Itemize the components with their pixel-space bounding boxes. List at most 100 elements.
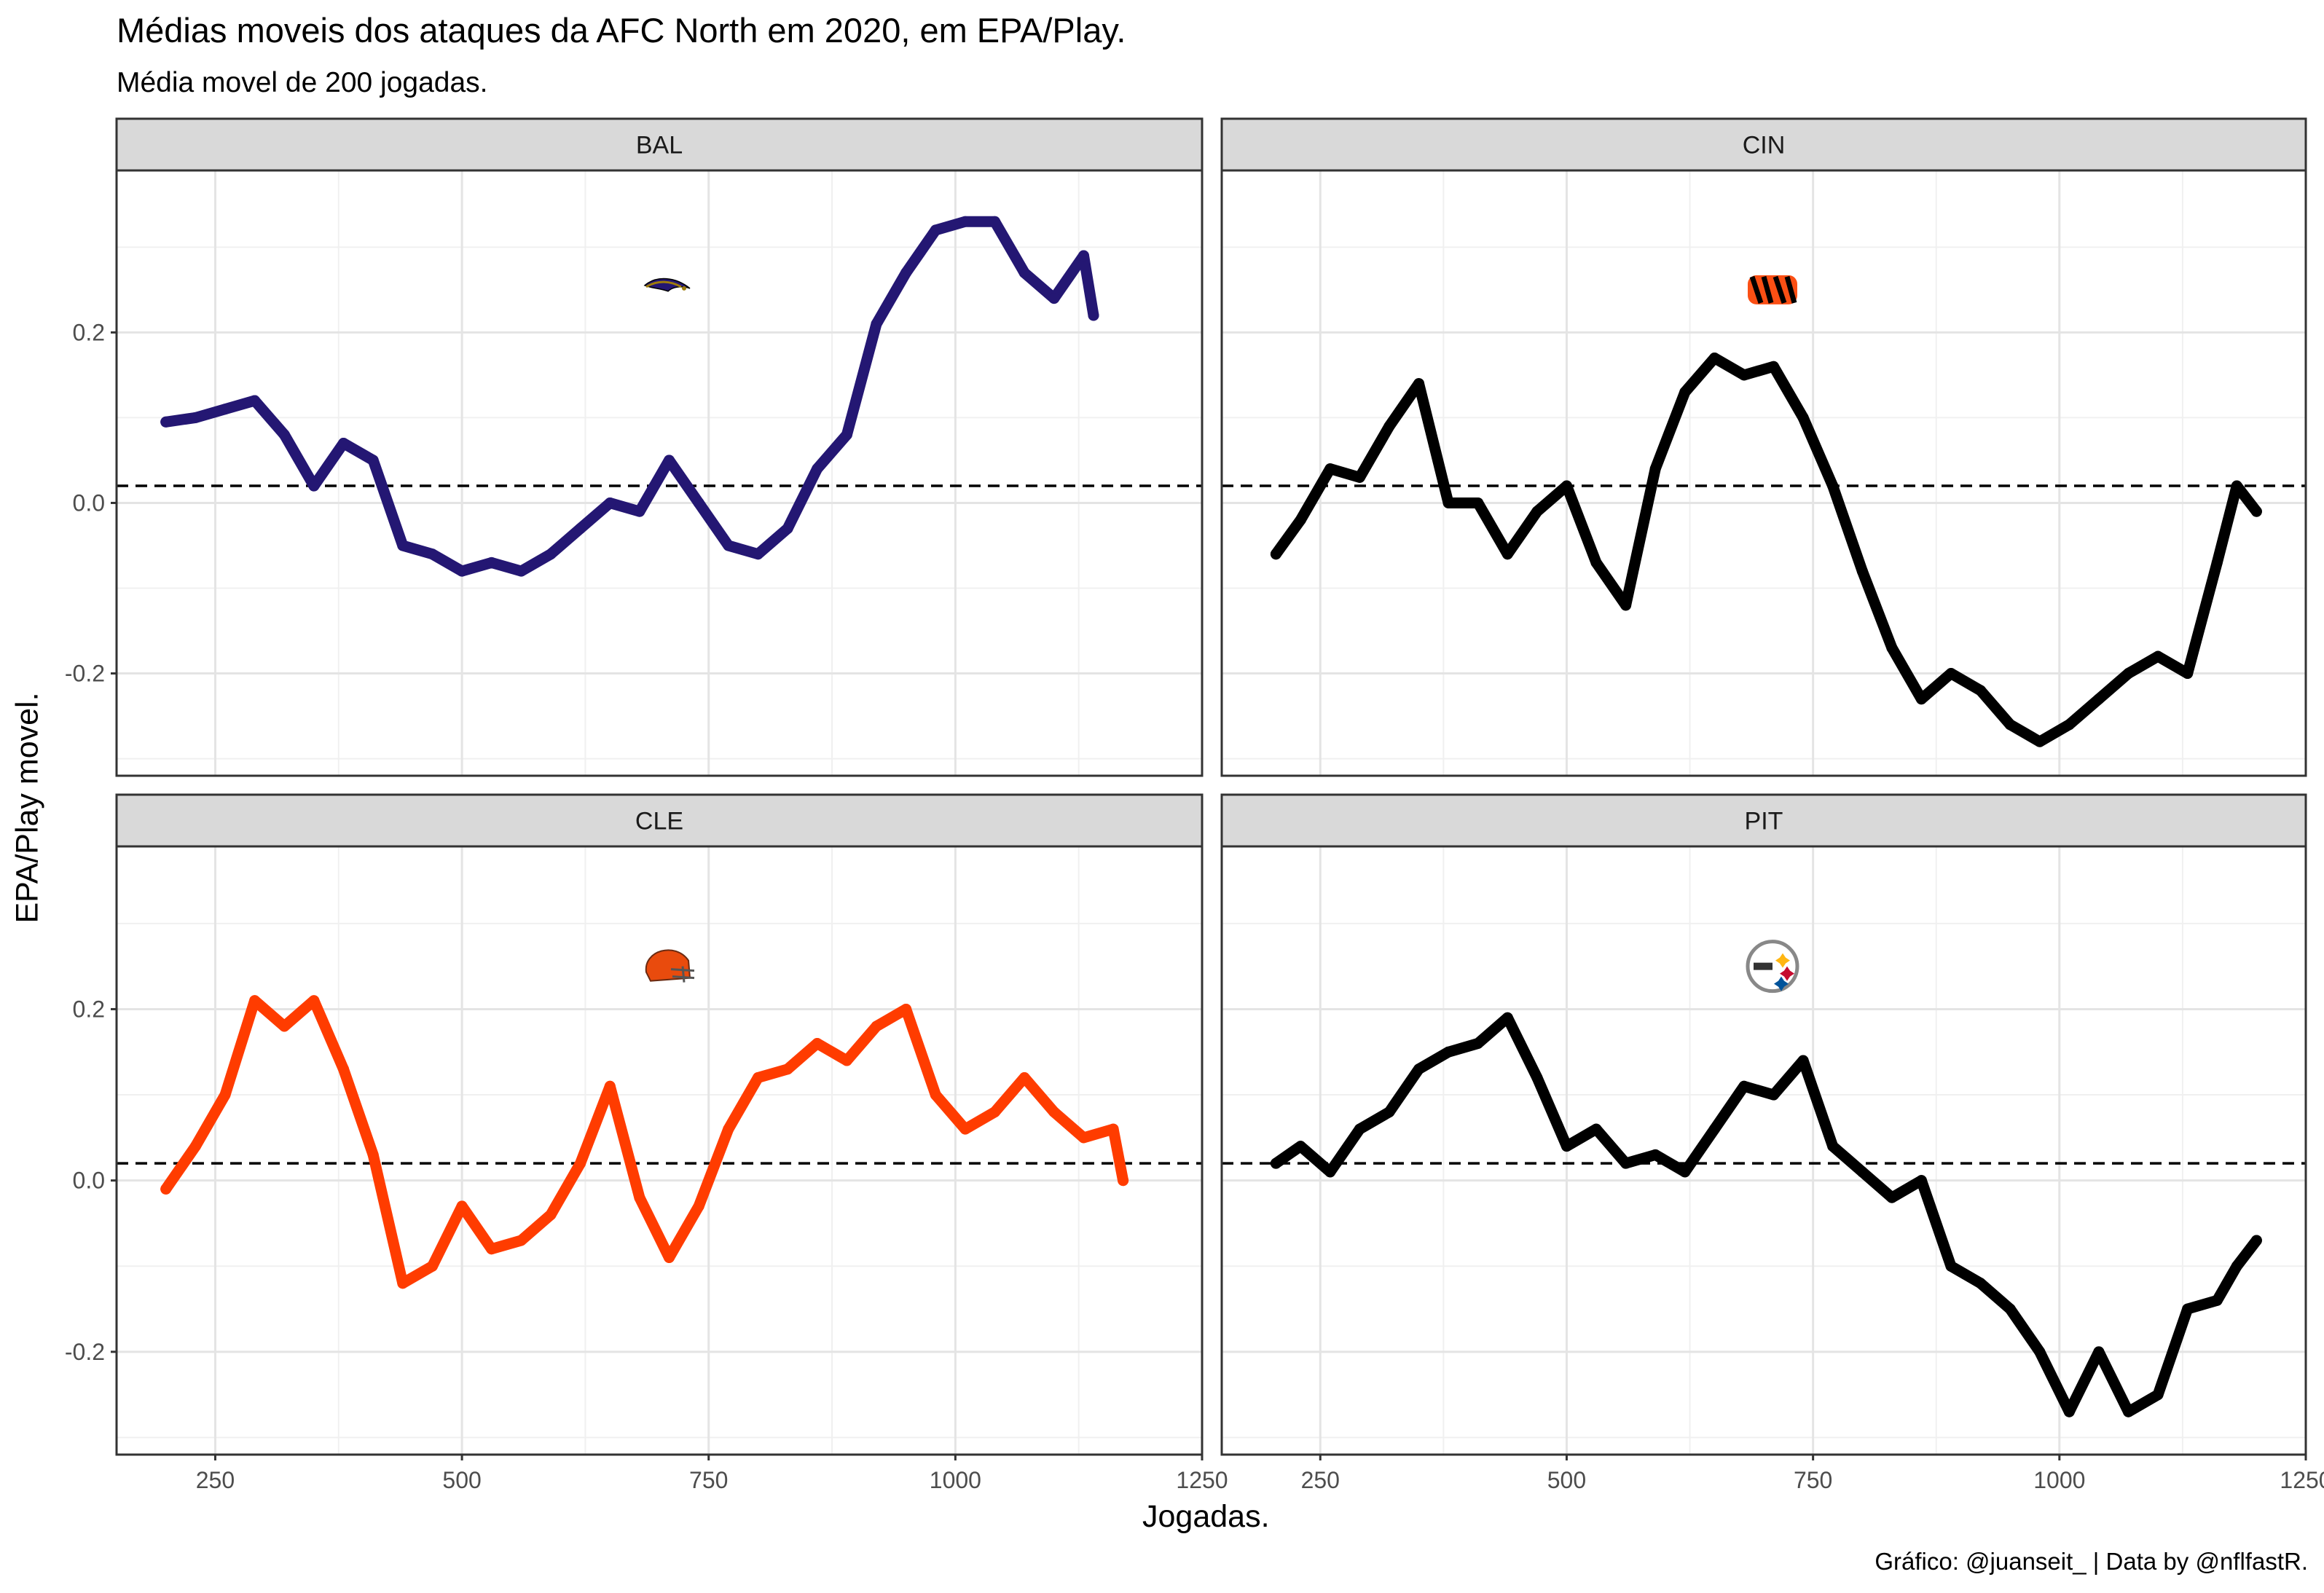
data-point bbox=[1048, 293, 1060, 304]
data-point bbox=[1975, 1278, 1987, 1289]
data-point bbox=[367, 1149, 379, 1160]
data-point bbox=[1088, 310, 1099, 321]
data-point bbox=[2250, 506, 2262, 517]
data-point bbox=[1383, 1106, 1395, 1118]
data-point bbox=[1768, 361, 1780, 372]
data-point bbox=[1077, 250, 1089, 261]
data-point bbox=[545, 1209, 557, 1221]
data-point bbox=[1768, 1089, 1780, 1101]
data-point bbox=[2034, 736, 2046, 747]
data-point bbox=[1945, 668, 1957, 680]
data-point bbox=[841, 429, 852, 441]
data-point bbox=[1413, 378, 1425, 390]
data-point bbox=[2123, 668, 2135, 680]
data-point bbox=[249, 995, 261, 1007]
data-point bbox=[1077, 1132, 1089, 1144]
panel-background bbox=[1222, 846, 2306, 1455]
data-point bbox=[782, 1063, 793, 1075]
data-point bbox=[2123, 1406, 2135, 1417]
data-point bbox=[634, 506, 645, 517]
data-point bbox=[575, 1157, 586, 1169]
data-point bbox=[604, 497, 616, 508]
facet-strip bbox=[1220, 793, 2307, 848]
data-point bbox=[278, 429, 290, 441]
data-point bbox=[1107, 1123, 1119, 1135]
data-point bbox=[2182, 1303, 2194, 1315]
x-tick-label: 750 bbox=[689, 1467, 728, 1493]
data-point bbox=[871, 1020, 882, 1032]
data-point bbox=[219, 1089, 231, 1101]
facet-strip-label: CIN bbox=[1743, 132, 1786, 160]
data-point bbox=[160, 416, 172, 428]
x-tick-label: 1250 bbox=[1176, 1467, 1228, 1493]
facet-panel-cle: CLE bbox=[115, 793, 1204, 1456]
data-point bbox=[1738, 369, 1750, 381]
data-point bbox=[1561, 480, 1572, 492]
data-point bbox=[456, 1200, 468, 1212]
data-point bbox=[1590, 556, 1602, 568]
data-point bbox=[426, 548, 438, 560]
facet-strip bbox=[1220, 117, 2307, 172]
data-point bbox=[545, 548, 557, 560]
data-point bbox=[486, 1243, 498, 1255]
data-point bbox=[2152, 650, 2164, 662]
x-axis-label: Jogadas. bbox=[1142, 1499, 1270, 1534]
data-point bbox=[308, 995, 320, 1007]
data-point bbox=[1590, 1123, 1602, 1135]
data-point bbox=[1649, 463, 1661, 475]
data-point bbox=[1354, 1123, 1365, 1135]
data-point bbox=[1413, 1063, 1425, 1075]
data-point bbox=[338, 1063, 350, 1075]
chart-subtitle: Média movel de 200 jogadas. bbox=[117, 67, 488, 98]
y-tick-label: -0.2 bbox=[65, 661, 105, 687]
data-point bbox=[367, 455, 379, 466]
data-point bbox=[1048, 1106, 1060, 1118]
data-point bbox=[1738, 1080, 1750, 1092]
data-point bbox=[812, 463, 823, 475]
data-point bbox=[1886, 642, 1898, 653]
data-point bbox=[1018, 267, 1030, 278]
data-point bbox=[1561, 1141, 1572, 1152]
data-point bbox=[1270, 548, 1281, 560]
data-point bbox=[959, 216, 971, 227]
data-point bbox=[2034, 1346, 2046, 1358]
data-point bbox=[1708, 352, 1720, 363]
data-point bbox=[1354, 471, 1365, 483]
data-point bbox=[841, 1055, 852, 1066]
data-point bbox=[752, 548, 763, 560]
data-point bbox=[1442, 1046, 1454, 1058]
data-point bbox=[752, 1072, 763, 1084]
series-line-cle bbox=[160, 995, 1129, 1289]
data-point bbox=[219, 404, 231, 415]
data-point bbox=[1915, 693, 1927, 705]
data-point bbox=[871, 318, 882, 330]
chart-title: Médias moveis dos ataques da AFC North e… bbox=[117, 11, 1126, 50]
data-point bbox=[1531, 506, 1543, 517]
data-point bbox=[1531, 1072, 1543, 1084]
data-point bbox=[1679, 1166, 1691, 1178]
data-point bbox=[308, 480, 320, 492]
data-point bbox=[515, 565, 527, 577]
data-point bbox=[1620, 599, 1632, 611]
data-point bbox=[664, 455, 675, 466]
data-point bbox=[782, 523, 793, 535]
data-point bbox=[2004, 719, 2016, 731]
data-point bbox=[989, 1106, 1001, 1118]
data-point bbox=[1708, 1123, 1720, 1135]
data-point bbox=[1797, 412, 1809, 423]
data-point bbox=[2004, 1303, 2016, 1315]
x-tick-label: 1250 bbox=[2280, 1467, 2324, 1493]
data-point bbox=[693, 1200, 704, 1212]
data-point bbox=[1827, 480, 1839, 492]
x-tick-label: 1000 bbox=[2033, 1467, 2085, 1493]
data-point bbox=[664, 1252, 675, 1264]
data-point bbox=[812, 1037, 823, 1049]
y-tick-label: 0.0 bbox=[73, 1168, 105, 1194]
data-point bbox=[930, 224, 941, 236]
data-point bbox=[456, 565, 468, 577]
data-point bbox=[2182, 668, 2194, 680]
facet-panel-bal: BAL bbox=[115, 117, 1204, 777]
x-tick-label: 1000 bbox=[930, 1467, 981, 1493]
data-point bbox=[1856, 565, 1868, 577]
